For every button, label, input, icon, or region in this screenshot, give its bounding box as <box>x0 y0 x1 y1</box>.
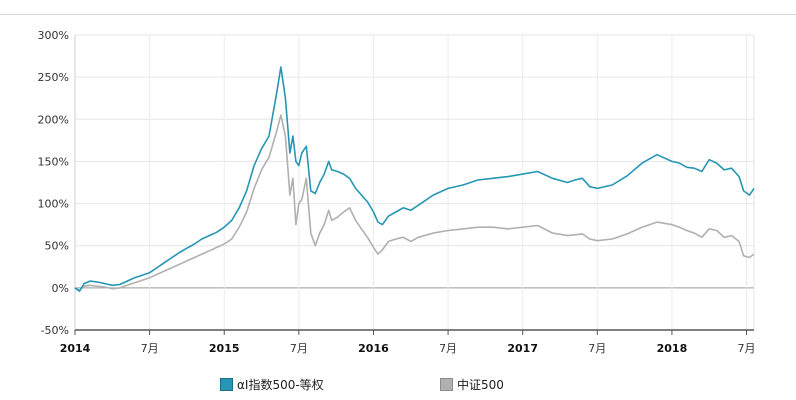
y-tick-label: -50% <box>41 324 69 337</box>
legend-label-equal-weight: αI指数500-等权 <box>237 378 324 392</box>
legend-item-equal-weight[interactable]: αI指数500-等权 <box>220 376 324 393</box>
legend-swatch-equal-weight <box>220 378 233 391</box>
x-tick-label: 7月 <box>588 342 606 355</box>
x-tick-label: 2014 <box>60 342 91 355</box>
x-tick-label: 7月 <box>439 342 457 355</box>
y-tick-label: 250% <box>38 71 69 84</box>
axes <box>74 35 755 335</box>
legend-item-csi500[interactable]: 中证500 <box>440 376 504 393</box>
legend: αI指数500-等权 中证500 <box>0 376 796 396</box>
y-tick-label: 100% <box>38 198 69 211</box>
top-divider <box>0 14 796 15</box>
y-tick-label: 150% <box>38 155 69 168</box>
x-tick-label: 7月 <box>290 342 308 355</box>
y-tick-label: 50% <box>45 240 69 253</box>
y-tick-label: 300% <box>38 29 69 42</box>
y-tick-label: 0% <box>52 282 69 295</box>
y-tick-label: 200% <box>38 113 69 126</box>
legend-label-csi500: 中证500 <box>457 378 504 392</box>
grid-lines <box>74 34 754 331</box>
x-tick-label: 2018 <box>657 342 688 355</box>
x-tick-label: 2015 <box>209 342 240 355</box>
series-line-0 <box>74 66 755 292</box>
x-tick-label: 2017 <box>507 342 538 355</box>
x-tick-label: 7月 <box>141 342 159 355</box>
series-line-1 <box>74 114 755 292</box>
series-lines <box>74 66 755 292</box>
line-chart: -50% 0% 50% 100% 150% 200% 250% 300% 2014 7月 2015 7… <box>38 29 756 355</box>
x-tick-label: 7月 <box>738 342 756 355</box>
tick-labels: -50% 0% 50% 100% 150% 200% 250% 300% 2014 7月 2015 7… <box>38 29 756 355</box>
legend-swatch-csi500 <box>440 378 453 391</box>
x-tick-label: 2016 <box>358 342 389 355</box>
